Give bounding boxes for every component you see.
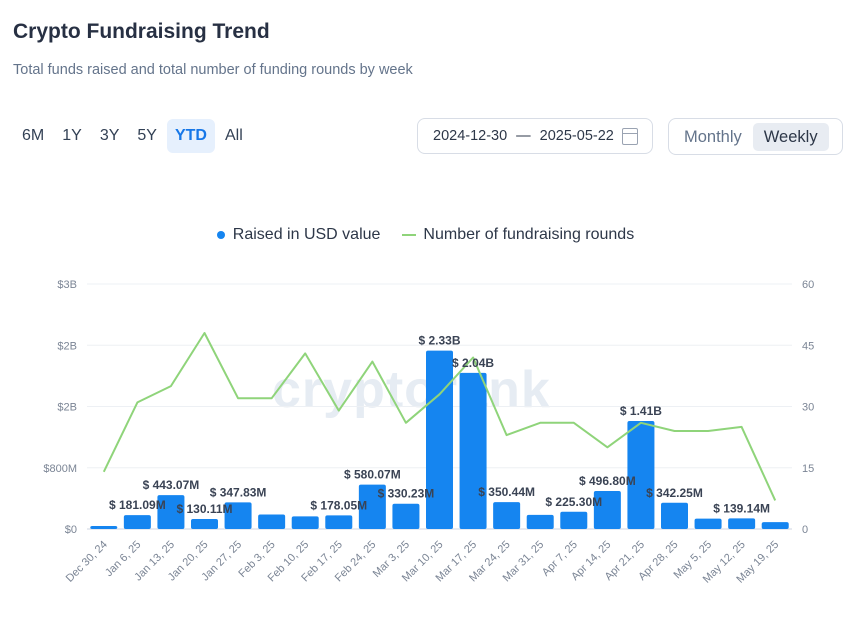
y-left-tick-label: $0 bbox=[65, 524, 77, 536]
date-end: 2025-05-22 bbox=[539, 128, 614, 144]
legend-line-icon bbox=[402, 234, 417, 236]
bar-data-label: $ 130.11M bbox=[176, 502, 232, 516]
bar bbox=[661, 502, 688, 529]
period-toggle: Monthly Weekly bbox=[668, 118, 843, 155]
bar-data-label: $ 350.44M bbox=[478, 485, 535, 499]
y-right-tick-label: 45 bbox=[802, 340, 814, 352]
bar bbox=[157, 495, 185, 529]
date-range-picker[interactable]: 2024-12-30 — 2025-05-22 bbox=[417, 118, 653, 154]
bar bbox=[358, 484, 386, 529]
range-tab-3y[interactable]: 3Y bbox=[99, 127, 120, 144]
legend-label-raised: Raised in USD value bbox=[232, 226, 381, 243]
y-right-tick-label: 60 bbox=[802, 279, 814, 291]
bar-data-label: $ 181.09M bbox=[109, 498, 166, 512]
bar bbox=[728, 518, 756, 529]
bar-data-label: $ 347.83M bbox=[210, 485, 267, 499]
bar bbox=[325, 515, 353, 529]
bar-data-label: $ 225.30M bbox=[545, 495, 602, 509]
bar bbox=[291, 516, 319, 529]
legend-item-raised[interactable]: Raised in USD value bbox=[216, 226, 381, 244]
calendar-icon[interactable] bbox=[622, 128, 638, 145]
chart-legend: Raised in USD value Number of fundraisin… bbox=[0, 226, 851, 244]
y-right-tick-label: 30 bbox=[802, 402, 814, 414]
range-tab-all[interactable]: All bbox=[224, 127, 243, 144]
legend-label-rounds: Number of fundraising rounds bbox=[423, 226, 635, 243]
date-separator: — bbox=[516, 128, 531, 144]
bar bbox=[627, 421, 655, 529]
bar-data-label: $ 2.33B bbox=[418, 334, 460, 348]
page-title: Crypto Fundraising Trend bbox=[13, 20, 270, 43]
bar bbox=[593, 490, 621, 529]
y-right-tick-label: 0 bbox=[802, 524, 808, 536]
bar-data-label: $ 1.41B bbox=[620, 404, 662, 418]
bar bbox=[761, 522, 789, 529]
bar-data-label: $ 139.14M bbox=[713, 501, 770, 515]
y-left-tick-label: $3B bbox=[57, 279, 77, 291]
legend-item-rounds[interactable]: Number of fundraising rounds bbox=[402, 226, 634, 244]
bar-data-label: $ 443.07M bbox=[143, 478, 200, 492]
watermark-logo: cryptorank bbox=[272, 361, 551, 419]
range-tab-1y[interactable]: 1Y bbox=[62, 127, 82, 144]
rounds-line bbox=[102, 332, 777, 501]
y-left-tick-label: $2B bbox=[57, 402, 77, 414]
bar bbox=[694, 518, 722, 529]
bar bbox=[224, 502, 252, 529]
period-weekly-button[interactable]: Weekly bbox=[752, 122, 829, 151]
legend-dot-icon bbox=[216, 231, 225, 239]
bar-data-label: $ 2.04B bbox=[452, 356, 494, 370]
date-start: 2024-12-30 bbox=[433, 128, 508, 144]
bar-data-label: $ 330.23M bbox=[378, 487, 435, 501]
x-tick-label: Dec 30, 24 bbox=[64, 539, 110, 585]
bar bbox=[258, 514, 286, 529]
y-right-tick-label: 15 bbox=[802, 463, 814, 475]
bar bbox=[493, 502, 521, 529]
page-subtitle: Total funds raised and total number of f… bbox=[13, 62, 413, 78]
bar-data-label: $ 580.07M bbox=[344, 468, 401, 482]
bar-data-label: $ 178.05M bbox=[310, 498, 367, 512]
range-tab-ytd[interactable]: YTD bbox=[166, 119, 215, 153]
range-tabs: 6M 1Y 3Y 5Y YTD All bbox=[14, 119, 251, 153]
bar-data-label: $ 342.25M bbox=[646, 486, 703, 500]
bar bbox=[191, 519, 218, 529]
bar-data-label: $ 496.80M bbox=[579, 474, 636, 488]
bar bbox=[459, 372, 487, 529]
y-left-tick-label: $2B bbox=[57, 340, 77, 352]
bar bbox=[560, 511, 588, 529]
bar bbox=[526, 514, 554, 529]
bar bbox=[392, 503, 420, 529]
bar bbox=[90, 525, 118, 529]
range-tab-5y[interactable]: 5Y bbox=[137, 127, 157, 144]
bar bbox=[426, 350, 453, 529]
range-tab-6m[interactable]: 6M bbox=[22, 127, 45, 144]
y-left-tick-label: $800M bbox=[43, 463, 77, 475]
bar bbox=[123, 515, 151, 529]
period-monthly-button[interactable]: Monthly bbox=[684, 127, 742, 146]
